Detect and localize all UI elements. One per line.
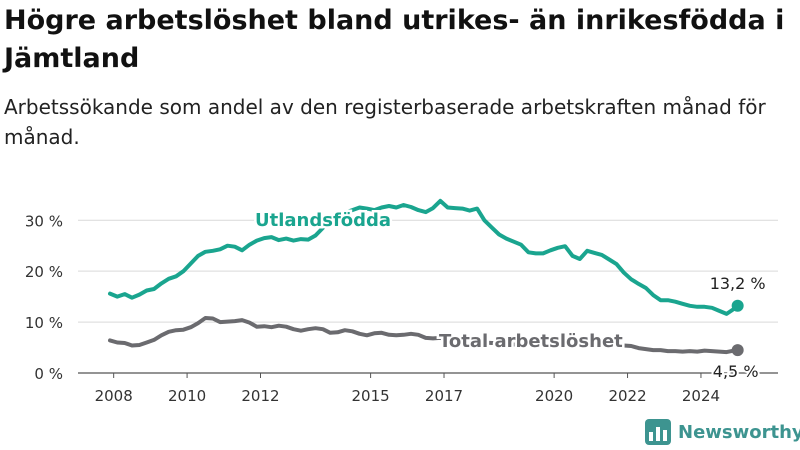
y-axis: 0 % 10 % 20 % 30 %: [25, 212, 63, 383]
x-tick-label: 2017: [425, 387, 463, 405]
chart-grid: [78, 219, 778, 374]
x-tick-label: 2024: [682, 387, 720, 405]
bar-chart-icon: [645, 419, 671, 445]
series-end-value-label: 4,5 %: [713, 362, 759, 381]
y-tick-label: 0 %: [34, 365, 63, 383]
x-tick-label: 2015: [352, 387, 390, 405]
x-tick-label: 2008: [95, 387, 133, 405]
page-title: Högre arbetslöshet bland utrikes- än inr…: [4, 5, 785, 74]
series-end-point-2: [731, 344, 744, 357]
y-tick-label: 20 %: [25, 263, 63, 281]
x-tick-label: 2020: [535, 387, 573, 405]
series-lines: [108, 198, 744, 357]
x-tick-label: 2010: [168, 387, 206, 405]
series-line-2: [108, 316, 740, 355]
series-end-point-1: [731, 299, 744, 312]
x-tick-label: 2012: [241, 387, 279, 405]
series-end-value-label: 13,2 %: [710, 274, 766, 293]
series-line-1: [108, 198, 740, 316]
series-name-label: Utlandsfödda: [255, 210, 391, 231]
series-labels: Utlandsfödda Total arbetslöshet 13,2 % 4,5 …: [253, 208, 766, 384]
x-tick-label: 2022: [608, 387, 646, 405]
y-tick-label: 30 %: [25, 212, 63, 230]
brand-name: Newsworthy: [678, 421, 800, 443]
y-tick-label: 10 %: [25, 314, 63, 332]
x-axis: 2008 2010 2012 2015 2017 2020 2022 2024: [95, 373, 720, 405]
series-name-label: Total arbetslöshet: [439, 331, 623, 352]
page-subtitle: Arbetssökande som andel av den registerb…: [4, 95, 766, 149]
newsworthy-logo: Newsworthy: [645, 418, 800, 446]
